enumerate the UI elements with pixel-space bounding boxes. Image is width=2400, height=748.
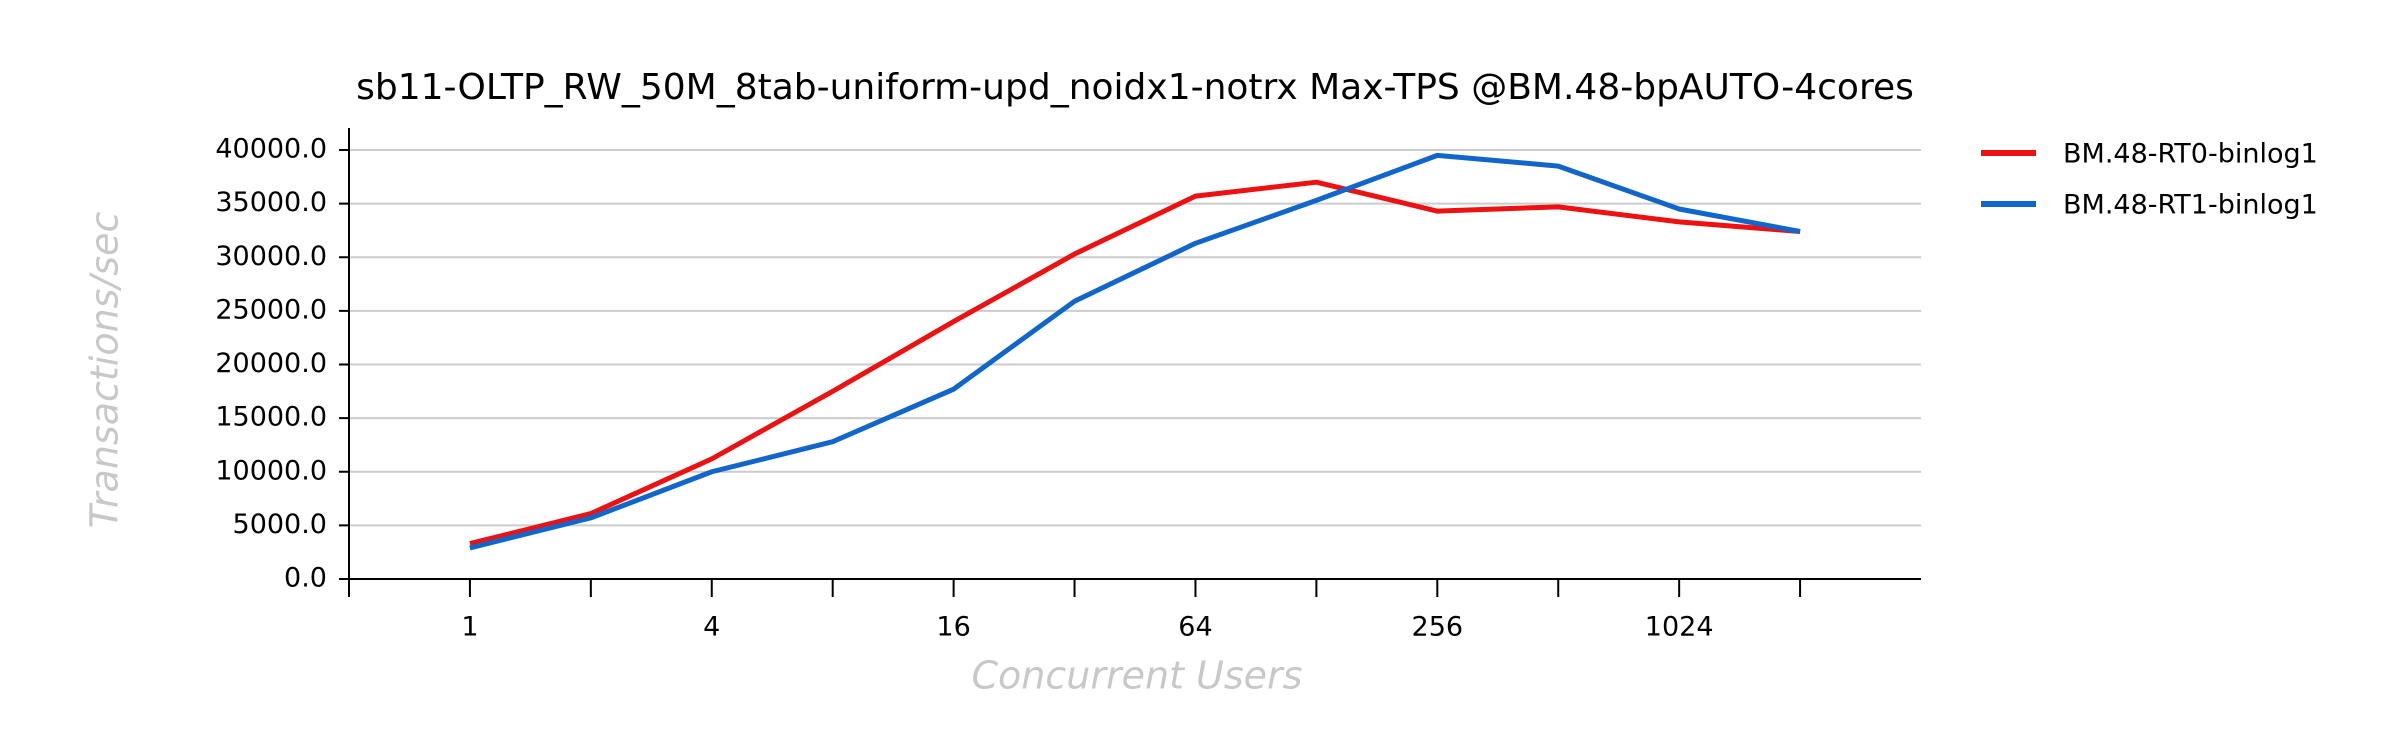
y-tick-label: 5000.0 bbox=[233, 509, 327, 540]
y-tick-label: 25000.0 bbox=[215, 294, 327, 325]
legend-label: BM.48-RT1-binlog1 bbox=[2063, 190, 2318, 221]
chart-title: sb11-OLTP_RW_50M_8tab-uniform-upd_noidx1… bbox=[356, 67, 1914, 108]
y-tick-label: 20000.0 bbox=[215, 348, 327, 379]
x-tick-label: 4 bbox=[703, 612, 720, 643]
y-tick-label: 10000.0 bbox=[215, 455, 327, 486]
y-tick-label: 30000.0 bbox=[215, 241, 327, 272]
x-tick-label: 1 bbox=[461, 612, 478, 643]
legend-label: BM.48-RT0-binlog1 bbox=[2063, 139, 2318, 170]
x-tick-label: 64 bbox=[1178, 612, 1212, 643]
x-tick-label: 16 bbox=[936, 612, 970, 643]
x-tick-label: 1024 bbox=[1645, 612, 1714, 643]
y-tick-label: 0.0 bbox=[284, 563, 327, 594]
y-tick-label: 15000.0 bbox=[215, 402, 327, 433]
series-line bbox=[469, 152, 1801, 551]
y-axis-label: Transactions/sec bbox=[83, 212, 127, 529]
x-tick-label: 256 bbox=[1412, 612, 1464, 643]
series-line bbox=[469, 179, 1801, 547]
y-tick-label: 40000.0 bbox=[215, 134, 327, 165]
y-tick-label: 35000.0 bbox=[215, 187, 327, 218]
x-axis-label: Concurrent Users bbox=[972, 654, 1303, 698]
